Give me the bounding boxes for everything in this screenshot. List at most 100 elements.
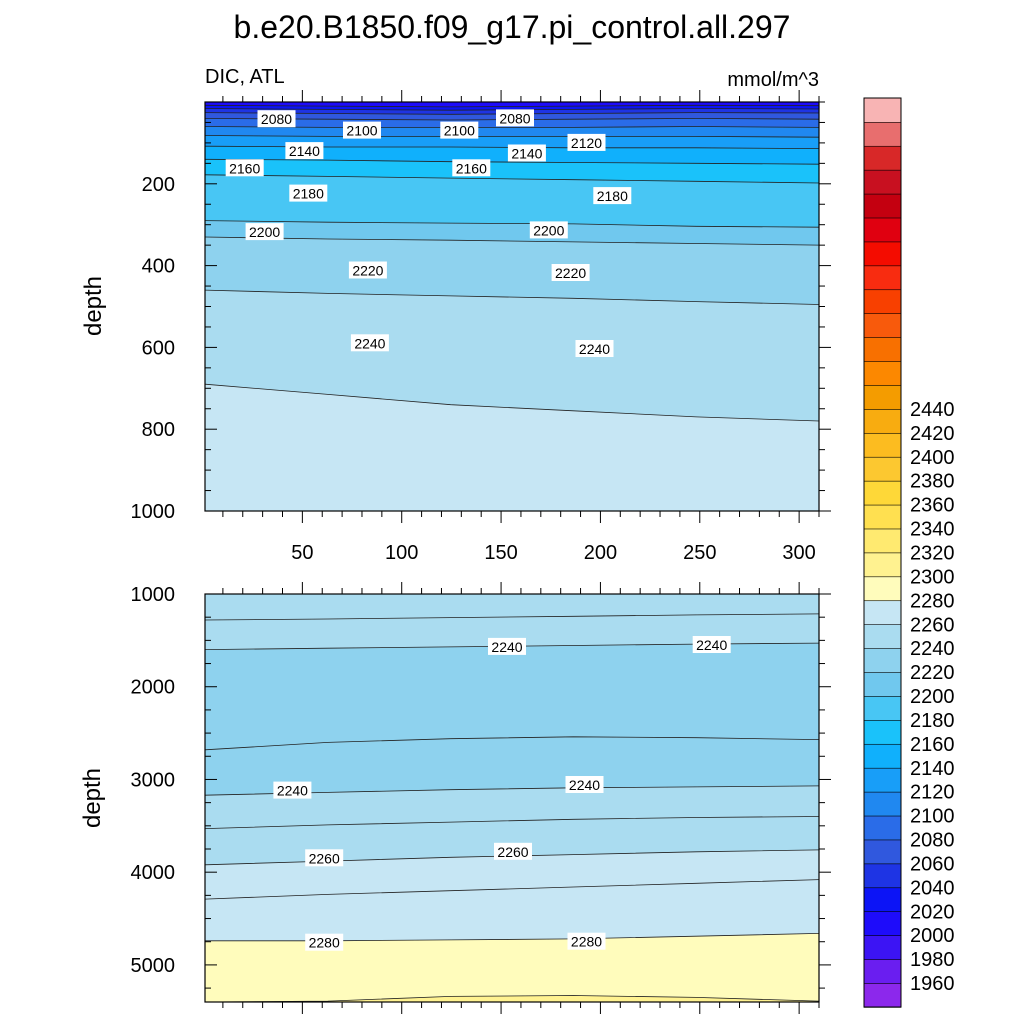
- colorbar-swatch: [863, 336, 902, 362]
- colorbar-label: 2340: [910, 519, 955, 541]
- contour-label: 2280: [567, 932, 606, 950]
- upper-contour-line-5: [205, 135, 819, 138]
- colorbar-swatch: [863, 241, 902, 267]
- contour-label: 2240: [692, 636, 731, 653]
- contour-label: 2140: [507, 144, 546, 162]
- colorbar-swatch: [863, 528, 902, 554]
- lower-y-axis-label: depth: [79, 768, 106, 828]
- contour-label-text: 2240: [277, 783, 308, 799]
- colorbar-label: 1980: [910, 949, 955, 971]
- lower-contour-line-6: [205, 879, 819, 900]
- contour-label-text: 2180: [293, 186, 324, 202]
- lower-contour-line-8: [205, 995, 819, 1002]
- contour-label: 2160: [452, 159, 491, 177]
- upper-contour-line-12: [205, 383, 819, 422]
- upper-y-axis-label: depth: [80, 276, 107, 336]
- colorbar-swatch: [863, 600, 902, 625]
- colorbar-swatch: [863, 193, 902, 219]
- colorbar-label: 2300: [910, 566, 955, 588]
- colorbar-label: 2260: [910, 614, 955, 636]
- colorbar-swatch: [863, 839, 902, 865]
- colorbar-frame: [863, 97, 902, 1008]
- colorbar-label: 1960: [910, 973, 955, 995]
- lower-band-7: [205, 933, 819, 1002]
- contour-label-box: [285, 142, 324, 160]
- contour-label-box: [692, 636, 731, 653]
- contour-label-box: [565, 776, 604, 793]
- colorbar-swatch: [863, 695, 902, 721]
- contour-label-box: [440, 121, 479, 139]
- colorbar-swatch: [863, 982, 902, 1008]
- colorbar-swatch: [863, 647, 902, 673]
- contour-label-box: [507, 144, 546, 162]
- y-tick-label: 5000: [131, 955, 176, 977]
- x-tick-label: 100: [385, 542, 418, 564]
- units-label: mmol/m^3: [727, 69, 819, 91]
- colorbar-swatch: [863, 265, 902, 291]
- colorbar-label: 2240: [910, 638, 955, 660]
- y-tick-label: 400: [142, 256, 175, 278]
- colorbar-label: 2220: [910, 662, 955, 684]
- contour-label: 2180: [289, 184, 328, 202]
- colorbar-swatch: [863, 911, 902, 936]
- contour-label-box: [496, 109, 534, 127]
- contour-label-text: 2140: [511, 146, 542, 162]
- contour-label-text: 2200: [249, 224, 280, 240]
- contour-label-box: [305, 933, 344, 951]
- contour-label-text: 2100: [346, 123, 377, 139]
- contour-label-text: 2200: [533, 222, 564, 238]
- contour-label-text: 2240: [354, 335, 385, 351]
- chart-title: b.e20.B1850.f09_g17.pi_control.all.297: [234, 9, 791, 45]
- colorbar-swatch: [863, 480, 902, 506]
- colorbar-swatch: [863, 504, 902, 530]
- contour-label: 2140: [285, 142, 324, 160]
- colorbar-label: 2440: [910, 399, 955, 421]
- y-tick-label: 3000: [131, 770, 176, 792]
- contour-label-text: 2240: [579, 341, 610, 357]
- x-tick-label: 300: [782, 542, 815, 564]
- contour-label: 2220: [551, 264, 590, 281]
- y-tick-label: 600: [142, 337, 175, 359]
- upper-band-12: [205, 384, 819, 511]
- colorbar-swatch: [863, 97, 902, 123]
- contour-label-text: 2180: [597, 188, 628, 204]
- upper-contour-line-9: [205, 220, 819, 228]
- colorbar-swatch: [863, 863, 902, 889]
- colorbar-swatch: [863, 289, 902, 314]
- contour-label-box: [289, 184, 328, 202]
- colorbar: 1960198020002020204020602080210021202140…: [863, 97, 955, 1008]
- y-tick-label: 200: [142, 174, 175, 196]
- contour-label-box: [551, 264, 590, 281]
- y-tick-label: 4000: [131, 862, 176, 884]
- contour-label: 2100: [343, 121, 381, 139]
- colorbar-label: 2180: [910, 710, 955, 732]
- contour-label-box: [343, 121, 381, 139]
- contour-label-box: [567, 932, 606, 950]
- colorbar-swatch: [863, 169, 902, 195]
- colorbar-label: 2380: [910, 471, 955, 493]
- x-tick-label: 50: [291, 542, 313, 564]
- lower-contour-line-4: [205, 816, 819, 829]
- contour-label-text: 2280: [571, 934, 602, 950]
- contour-label: 2180: [593, 187, 632, 205]
- contour-label: 2200: [529, 221, 568, 239]
- colorbar-label: 2000: [910, 925, 955, 947]
- y-tick-label: 1000: [131, 501, 176, 523]
- colorbar-label: 2320: [910, 543, 955, 565]
- colorbar-swatch: [863, 552, 902, 578]
- colorbar-swatch: [863, 408, 902, 434]
- contour-label-text: 2220: [555, 265, 586, 281]
- colorbar-swatch: [863, 121, 902, 147]
- colorbar-swatch: [863, 791, 902, 817]
- contour-label-box: [273, 781, 312, 799]
- upper-contour-line-4: [205, 126, 819, 128]
- colorbar-swatch: [863, 360, 902, 386]
- contour-label-box: [225, 159, 264, 177]
- lower-contour-fills: [205, 594, 819, 1002]
- colorbar-label: 2360: [910, 495, 955, 517]
- contour-label-text: 2080: [499, 110, 530, 126]
- colorbar-label: 2400: [910, 447, 955, 469]
- colorbar-label: 2100: [910, 806, 955, 828]
- colorbar-swatch: [863, 217, 902, 243]
- variable-label: DIC, ATL: [205, 66, 285, 88]
